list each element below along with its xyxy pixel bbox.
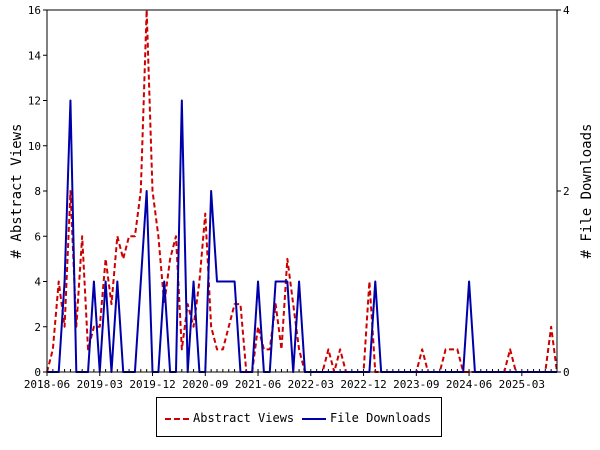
series-layer: [46, 9, 558, 373]
legend-label-downloads: File Downloads: [330, 411, 432, 425]
y-tick-label: 14: [28, 49, 42, 62]
legend-label-views: Abstract Views: [193, 411, 295, 425]
legend: Abstract Views File Downloads: [156, 397, 442, 437]
x-tick-label: 2025-03: [499, 378, 545, 391]
y-tick-label: 2: [34, 321, 41, 334]
x-tick-label: 2020-09: [182, 378, 228, 391]
x-tick-label: 2022-12: [340, 378, 386, 391]
legend-swatch-views: [165, 418, 189, 420]
y-tick-label: 8: [34, 185, 41, 198]
y-axis-title: # Abstract Views: [9, 124, 25, 259]
y-tick-label: 6: [34, 230, 41, 243]
y-tick-label: 4: [34, 276, 41, 289]
x-tick-label: 2019-03: [77, 378, 123, 391]
y2-axis-title: # File Downloads: [579, 124, 595, 259]
y-tick-label: 10: [28, 140, 41, 153]
x-tick-label: 2019-12: [129, 378, 175, 391]
plot-frame: [46, 9, 558, 373]
y-tick-label: 12: [28, 95, 41, 108]
y-tick-label: 16: [28, 4, 41, 17]
y2-tick-label: 2: [563, 185, 570, 198]
y2-tick-label: 4: [563, 4, 570, 17]
series-line-file-downloads: [47, 99, 557, 373]
legend-swatch-downloads: [302, 418, 326, 420]
y2-tick-label: 0: [563, 366, 570, 379]
y-tick-label: 0: [34, 366, 41, 379]
x-tick-label: 2023-09: [393, 378, 439, 391]
tick-labels: 0 2 4 6 8 10 12 14 16 0 2 4 2018-06 2019-03 2019-12 202…: [24, 4, 570, 391]
x-tick-label: 2018-06: [24, 378, 70, 391]
x-tick-label: 2022-03: [288, 378, 334, 391]
x-tick-label: 2021-06: [235, 378, 281, 391]
x-tick-label: 2024-06: [446, 378, 492, 391]
